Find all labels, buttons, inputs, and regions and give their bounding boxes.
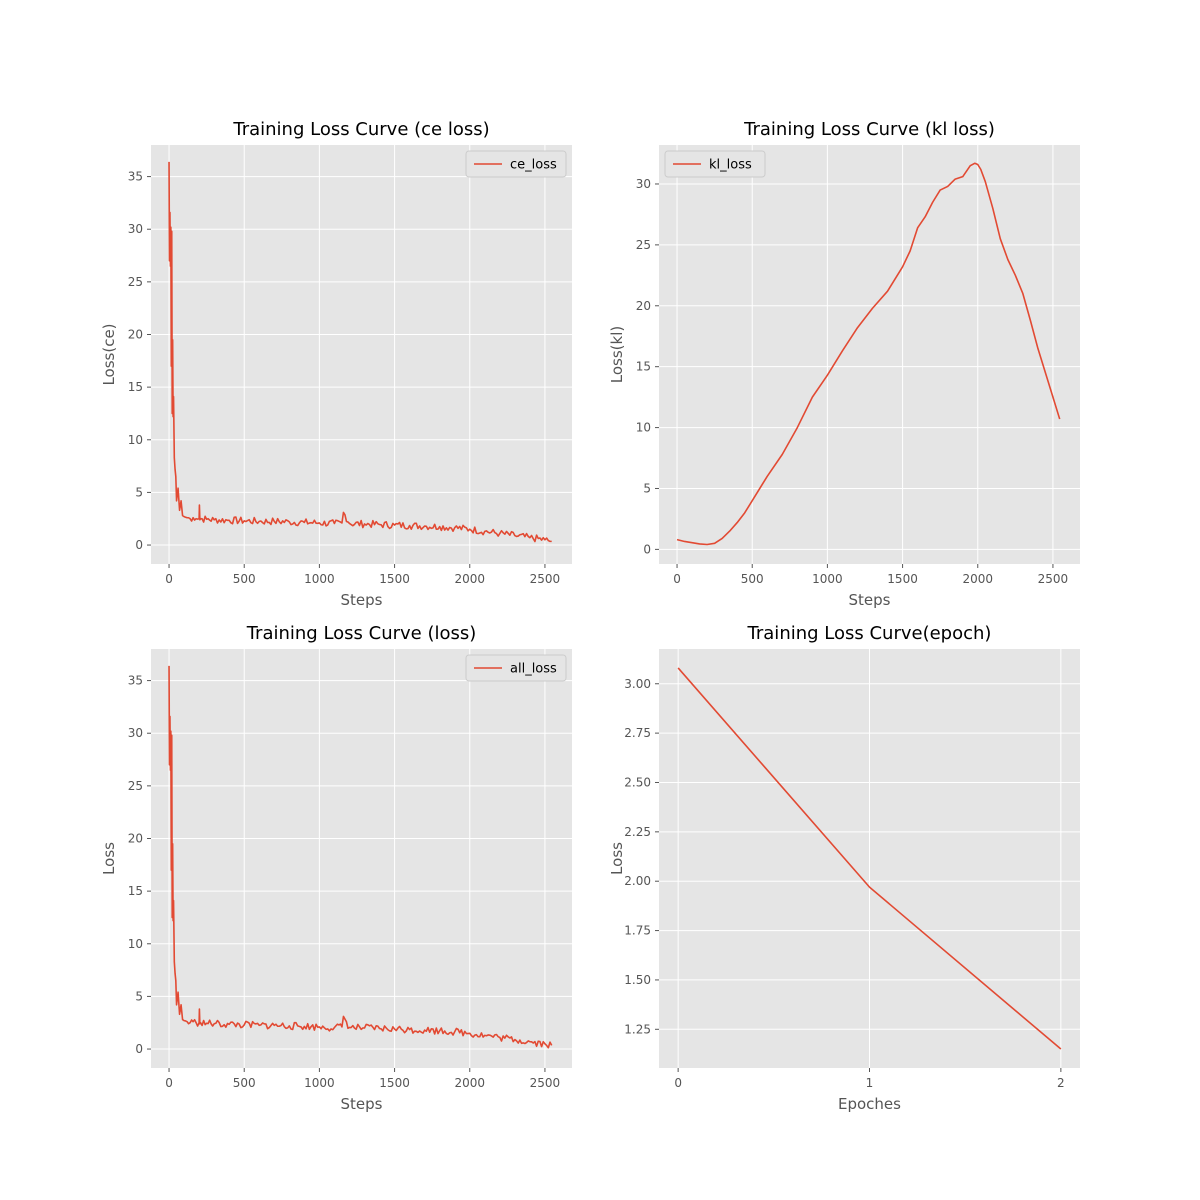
x-tick-label: 2500 xyxy=(530,572,561,586)
x-tick-label: 2500 xyxy=(1038,572,1069,586)
y-tick-label: 5 xyxy=(135,989,143,1003)
x-axis-label: Steps xyxy=(341,591,383,609)
y-tick-label: 2.50 xyxy=(624,775,651,789)
y-tick-label: 3.00 xyxy=(624,677,651,691)
y-tick-label: 0 xyxy=(135,538,143,552)
x-tick-label: 0 xyxy=(165,572,173,586)
x-tick-label: 1000 xyxy=(304,1076,335,1090)
y-tick-label: 15 xyxy=(636,360,651,374)
x-tick-label: 2000 xyxy=(454,572,485,586)
x-tick-label: 1500 xyxy=(887,572,918,586)
chart-title: Training Loss Curve(epoch) xyxy=(747,623,992,644)
y-tick-label: 10 xyxy=(636,421,651,435)
y-tick-label: 5 xyxy=(135,485,143,499)
legend-box xyxy=(465,654,567,682)
legend-label: all_loss xyxy=(510,662,557,677)
chart-title: Training Loss Curve (loss) xyxy=(246,623,477,644)
x-axis-label: Steps xyxy=(341,1095,383,1113)
y-tick-label: 20 xyxy=(636,299,651,313)
y-tick-label: 2.75 xyxy=(624,726,651,740)
legend: all_loss xyxy=(465,654,567,682)
legend: ce_loss xyxy=(465,150,567,178)
y-tick-label: 2.00 xyxy=(624,874,651,888)
x-tick-label: 2000 xyxy=(454,1076,485,1090)
legend-box xyxy=(664,150,766,178)
x-tick-label: 0 xyxy=(674,1076,682,1090)
x-tick-label: 1500 xyxy=(379,572,410,586)
x-axis-label: Steps xyxy=(849,591,891,609)
y-tick-label: 1.50 xyxy=(624,973,651,987)
chart-panel-3: 0 500 1000 1500 2000 2500 0 5 10 15 20 25 30 35 Traini… xyxy=(100,623,572,1113)
y-tick-label: 20 xyxy=(128,327,143,341)
y-tick-label: 30 xyxy=(128,726,143,740)
y-axis-label: Loss(kl) xyxy=(608,326,626,383)
y-tick-label: 0 xyxy=(643,542,651,556)
legend-label: kl_loss xyxy=(709,158,752,173)
y-tick-label: 15 xyxy=(128,380,143,394)
x-tick-label: 500 xyxy=(233,1076,256,1090)
chart-panel-4: 0 1 2 1.25 1.50 1.75 2.00 2.25 2.50 2.75 3.00 Train… xyxy=(608,623,1080,1113)
chart-title: Training Loss Curve (kl loss) xyxy=(743,119,995,140)
x-tick-label: 2 xyxy=(1057,1076,1065,1090)
y-tick-label: 30 xyxy=(128,222,143,236)
x-tick-label: 2000 xyxy=(962,572,993,586)
x-tick-label: 2500 xyxy=(530,1076,561,1090)
y-tick-label: 1.75 xyxy=(624,924,651,938)
y-tick-label: 10 xyxy=(128,433,143,447)
chart-panel-2: 0 500 1000 1500 2000 2500 0 5 10 15 20 25 30 Training… xyxy=(608,119,1080,609)
y-tick-label: 35 xyxy=(128,674,143,688)
y-tick-label: 1.25 xyxy=(624,1022,651,1036)
x-tick-label: 0 xyxy=(673,572,681,586)
y-tick-label: 2.25 xyxy=(624,825,651,839)
chart-panel-1: 0 500 1000 1500 2000 2500 0 5 10 15 20 25 30 35 Traini… xyxy=(100,119,572,609)
y-axis-label: Loss(ce) xyxy=(100,323,118,385)
series-line-kl_loss xyxy=(676,162,1061,546)
y-tick-label: 25 xyxy=(636,238,651,252)
x-tick-label: 1 xyxy=(866,1076,874,1090)
x-tick-label: 0 xyxy=(165,1076,173,1090)
y-tick-label: 5 xyxy=(643,481,651,495)
x-tick-label: 500 xyxy=(233,572,256,586)
y-axis-label: Loss xyxy=(100,842,118,875)
plot-area xyxy=(151,649,572,1068)
x-tick-label: 1000 xyxy=(812,572,843,586)
x-tick-label: 1000 xyxy=(304,572,335,586)
x-axis-label: Epoches xyxy=(838,1095,901,1113)
chart-title: Training Loss Curve (ce loss) xyxy=(232,119,489,140)
legend: kl_loss xyxy=(664,150,766,178)
y-tick-label: 25 xyxy=(128,779,143,793)
series-line-ce_loss xyxy=(168,161,552,543)
plot-area xyxy=(151,145,572,564)
y-tick-label: 35 xyxy=(128,170,143,184)
x-tick-label: 500 xyxy=(741,572,764,586)
plot-area xyxy=(659,145,1080,564)
x-tick-label: 1500 xyxy=(379,1076,410,1090)
y-axis-label: Loss xyxy=(608,842,626,875)
y-tick-label: 20 xyxy=(128,831,143,845)
y-tick-label: 25 xyxy=(128,275,143,289)
y-tick-label: 10 xyxy=(128,937,143,951)
y-tick-label: 0 xyxy=(135,1042,143,1056)
series-line-loss xyxy=(677,667,1062,1050)
legend-box xyxy=(465,150,567,178)
legend-label: ce_loss xyxy=(510,158,557,173)
y-tick-label: 15 xyxy=(128,884,143,898)
series-line-all_loss xyxy=(168,665,553,1049)
y-tick-label: 30 xyxy=(636,177,651,191)
